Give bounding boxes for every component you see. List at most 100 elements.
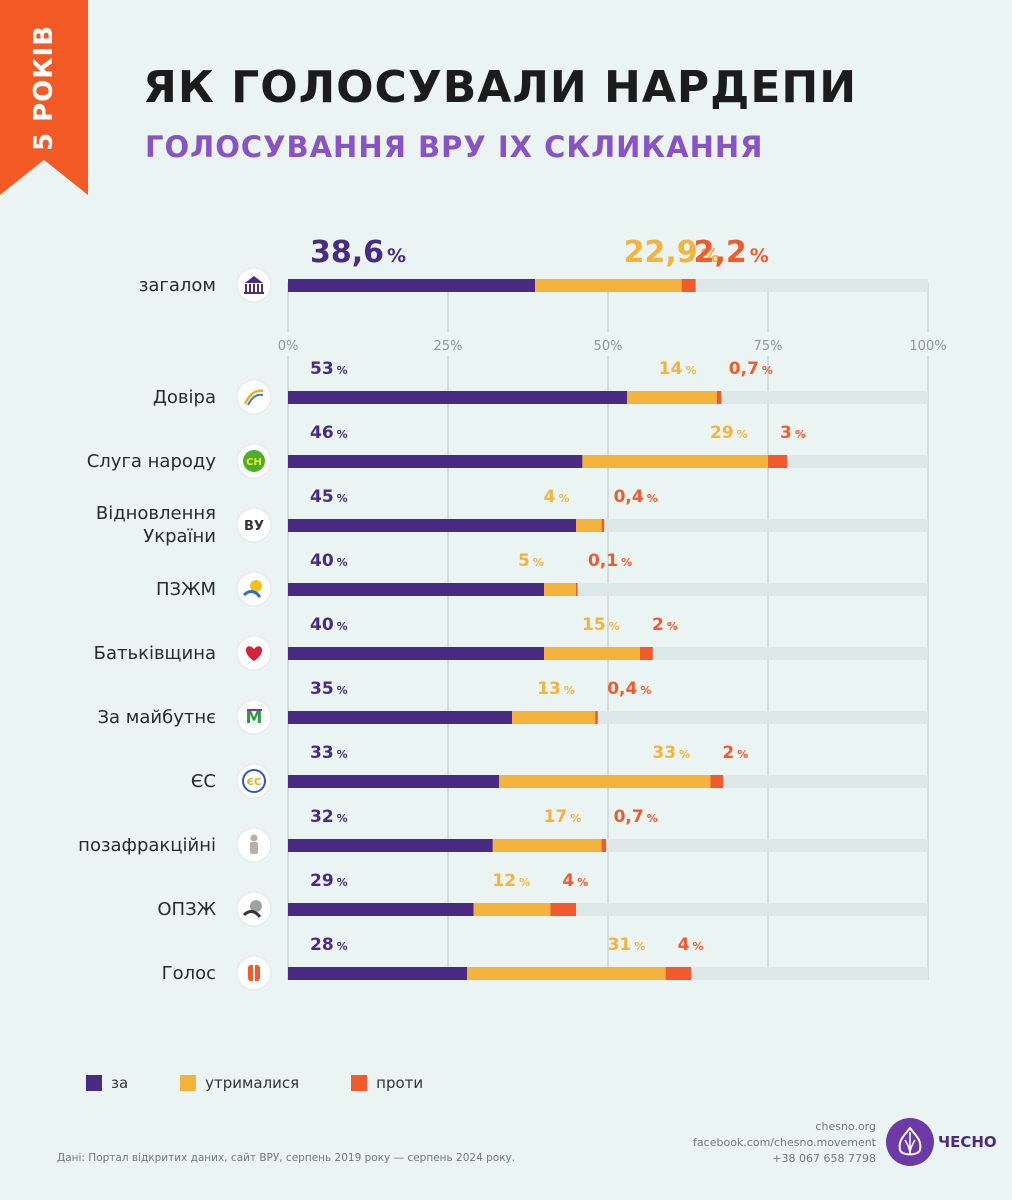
dovira-arc-2 xyxy=(247,393,264,406)
row-5-value-for: 40% xyxy=(310,615,348,635)
legend-item-for: за xyxy=(86,1074,128,1092)
row-2-bar-against xyxy=(768,455,788,468)
row-3-bar-abstain xyxy=(576,519,602,532)
x-tick-label: 0% xyxy=(278,339,299,354)
dovira-arc xyxy=(243,389,264,405)
row-6-value-abstain: 13% xyxy=(537,679,575,699)
sn-circle xyxy=(243,450,265,472)
row-8-bar-abstain xyxy=(492,839,602,852)
row-6-value-for: 35% xyxy=(310,679,348,699)
row-9-value-abstain: 12% xyxy=(492,871,530,891)
row-3-bar-against xyxy=(601,519,605,532)
overall-value-against: 2,2% xyxy=(694,235,769,270)
parliament-roof xyxy=(245,276,263,283)
m-text: М xyxy=(246,708,263,728)
overall-bar-abstain xyxy=(535,279,682,292)
row-10-value-against: 4% xyxy=(678,935,704,955)
facebook-link[interactable]: facebook.com/chesno.movement xyxy=(693,1136,876,1149)
parliament-column xyxy=(245,284,247,292)
row-10-bar-against xyxy=(665,967,692,980)
pzzhm-bird xyxy=(242,590,262,598)
contacts: chesno.org facebook.com/chesno.movement … xyxy=(693,1119,876,1167)
heart-shape xyxy=(245,646,263,661)
row-2-bar-abstain xyxy=(582,455,768,468)
parliament-column xyxy=(261,284,263,292)
row-8-label: позафракційні xyxy=(78,835,216,856)
row-8-value-for: 32% xyxy=(310,807,348,827)
row-6-label: За майбутнє xyxy=(98,707,217,728)
overall-value-abstain: 22,9% xyxy=(624,235,720,270)
yes-text: ЄС xyxy=(247,777,262,788)
row-1-bar-against xyxy=(716,391,722,404)
x-tick-label: 25% xyxy=(434,339,463,354)
row-9-label: ОПЗЖ xyxy=(157,899,216,920)
row-2-bar-for xyxy=(288,455,583,468)
overall-label: загалом xyxy=(139,275,216,296)
legend-swatch-for xyxy=(86,1075,102,1091)
page-subtitle: ГОЛОСУВАННЯ ВРУ ІХ СКЛИКАННЯ xyxy=(145,130,764,164)
row-10-value-abstain: 31% xyxy=(608,935,646,955)
row-4-value-against: 0,1% xyxy=(588,551,632,571)
vu-text: ВУ xyxy=(244,519,264,534)
legend-swatch-against xyxy=(351,1075,368,1091)
x-tick-label: 100% xyxy=(909,339,946,354)
legend-item-against: проти xyxy=(351,1074,423,1092)
parliament-column xyxy=(249,284,251,292)
row-8-value-against: 0,7% xyxy=(614,807,658,827)
yes-ring xyxy=(242,769,266,793)
opzzh-shape xyxy=(250,900,262,912)
row-3-bar-for xyxy=(288,519,576,532)
row-7-label: ЄС xyxy=(191,771,216,792)
voting-chart: 0% 25% 50% 75% 100% 38,6% 22,9 %2,2 % загалом 53% 1… xyxy=(78,235,947,991)
person-head xyxy=(250,834,258,842)
row-1-value-for: 53% xyxy=(310,359,348,379)
vidnovlennia-logo-icon xyxy=(236,507,272,543)
x-tick-label: 50% xyxy=(594,339,623,354)
person-body xyxy=(250,842,258,854)
parliament-column xyxy=(253,284,255,292)
row-8-bar-for xyxy=(288,839,493,852)
row-10-label: Голос xyxy=(162,963,216,984)
row-2-value-against: 3% xyxy=(780,423,806,443)
row-6-bar-for xyxy=(288,711,512,724)
row-6-value-against: 0,4% xyxy=(607,679,651,699)
row-8-value-abstain: 17% xyxy=(544,807,582,827)
row-5-bar-against xyxy=(640,647,653,660)
brand-name: ЧЕСНО xyxy=(938,1133,997,1151)
row-5-bar-abstain xyxy=(544,647,640,660)
row-5-value-against: 2% xyxy=(652,615,678,635)
website-link[interactable]: chesno.org xyxy=(815,1120,876,1133)
row-10-bar-abstain xyxy=(467,967,666,980)
parliament-column xyxy=(257,284,259,292)
row-4-bar-abstain xyxy=(544,583,576,596)
holos-stripe xyxy=(253,963,255,983)
row-3-value-against: 0,4% xyxy=(614,487,658,507)
x-tick-label: 75% xyxy=(754,339,783,354)
row-7-bar-against xyxy=(710,775,724,788)
legend-label-abstain: утрималися xyxy=(205,1074,300,1092)
row-3-label-line-1: Відновлення xyxy=(96,503,216,524)
row-1-bar-abstain xyxy=(627,391,717,404)
row-1-bar-for xyxy=(288,391,628,404)
row-7-value-abstain: 33% xyxy=(652,743,690,763)
sn-text: СН xyxy=(246,457,262,468)
row-1-value-abstain: 14% xyxy=(659,359,697,379)
row-7-value-against: 2% xyxy=(722,743,748,763)
row-3-label-line-2: України xyxy=(143,526,216,547)
row-10-value-for: 28% xyxy=(310,935,348,955)
za-maibutnie-logo-icon xyxy=(236,699,272,735)
row-5-bar-for xyxy=(288,647,544,660)
row-4-value-for: 40% xyxy=(310,551,348,571)
yes-logo-icon xyxy=(236,763,272,799)
overall-value-for: 38,6% xyxy=(310,235,406,270)
row-1-label: Довіра xyxy=(153,387,216,408)
row-9-value-against: 4% xyxy=(562,871,588,891)
row-2-label: Слуга народу xyxy=(87,451,217,472)
row-7-bar-for xyxy=(288,775,500,788)
chesno-logo-icon xyxy=(886,1118,934,1166)
legend: за утрималися проти xyxy=(86,1074,475,1092)
overall-bar-for xyxy=(288,279,536,292)
pzzhm-sun xyxy=(250,580,262,592)
row-9-value-for: 29% xyxy=(310,871,348,891)
row-10-bar-for xyxy=(288,967,468,980)
